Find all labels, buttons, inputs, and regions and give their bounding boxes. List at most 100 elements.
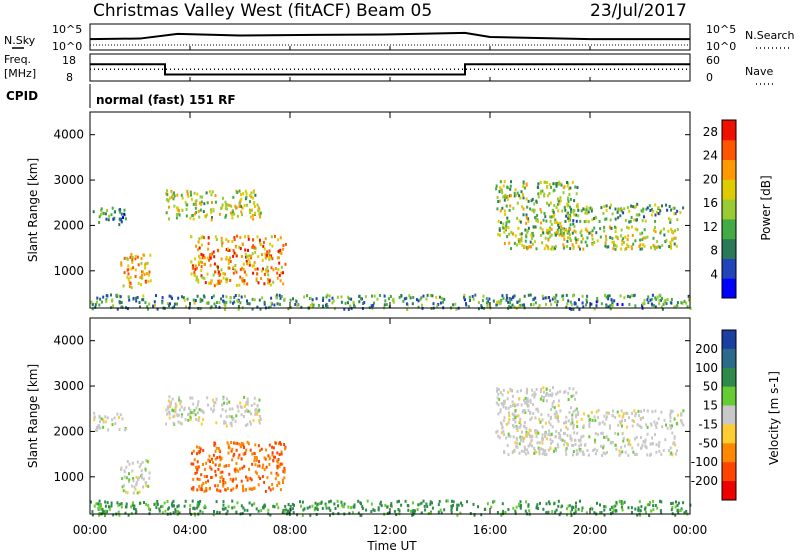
echo-cell: [312, 303, 315, 307]
echo-cell: [194, 273, 196, 277]
echo-cell: [361, 507, 364, 510]
echo-cell: [496, 511, 499, 514]
echo-cell: [574, 302, 577, 306]
echo-cell: [229, 279, 232, 282]
echo-cell: [521, 205, 524, 209]
echo-cell: [273, 234, 276, 238]
echo-cell: [549, 447, 552, 450]
echo-cell: [340, 500, 343, 504]
echo-cell: [229, 300, 232, 304]
echo-cell: [527, 217, 530, 221]
echo-cell: [180, 422, 183, 426]
echo-cell: [667, 449, 670, 453]
echo-cell: [108, 508, 111, 512]
echo-cell: [615, 447, 618, 451]
echo-cell: [404, 499, 407, 503]
echo-cell: [550, 223, 553, 226]
echo-cell: [497, 388, 500, 392]
echo-cell: [585, 303, 588, 307]
echo-cell: [132, 477, 135, 480]
x-tick-label: 00:00: [673, 523, 708, 537]
echo-cell: [676, 508, 679, 512]
echo-cell: [577, 245, 580, 249]
echo-cell: [628, 439, 630, 443]
echo-cell: [505, 436, 508, 440]
echo-cell: [107, 505, 110, 509]
echo-cell: [510, 297, 513, 301]
echo-cell: [550, 408, 553, 411]
echo-cell: [145, 272, 148, 276]
echo-cell: [353, 305, 356, 309]
echo-cell: [214, 270, 217, 274]
echo-cell: [279, 462, 282, 466]
echo-cell: [498, 228, 501, 232]
echo-cell: [563, 229, 566, 233]
echo-cell: [603, 229, 606, 233]
echo-cell: [387, 511, 390, 515]
echo-cell: [200, 243, 203, 247]
echo-cell: [129, 276, 132, 279]
echo-cell: [416, 298, 418, 302]
echo-cell: [518, 305, 521, 309]
echo-cell: [195, 244, 197, 248]
echo-cell: [626, 412, 629, 416]
echo-cell: [543, 192, 546, 196]
echo-cell: [606, 411, 609, 415]
echo-cell: [669, 218, 672, 222]
echo-cell: [223, 401, 226, 405]
echo-cell: [638, 500, 641, 504]
power-colorbar-tick: 28: [703, 125, 718, 139]
echo-cell: [106, 294, 109, 298]
echo-cell: [585, 205, 588, 209]
echo-cell: [545, 296, 548, 300]
echo-cell: [400, 503, 403, 507]
echo-cell: [628, 302, 631, 306]
echo-cell: [569, 422, 572, 426]
echo-cell: [208, 487, 211, 491]
echo-cell: [530, 199, 533, 203]
echo-cell: [608, 411, 610, 415]
echo-cell: [272, 280, 275, 284]
echo-cell: [110, 501, 113, 505]
echo-cell: [613, 240, 615, 244]
echo-region: [92, 206, 127, 227]
echo-cell: [120, 261, 123, 265]
echo-cell: [515, 414, 518, 418]
echo-cell: [254, 463, 257, 467]
echo-cell: [609, 508, 612, 512]
echo-cell: [554, 300, 557, 304]
echo-cell: [659, 499, 661, 503]
echo-cell: [393, 509, 396, 513]
echo-cell: [561, 504, 564, 508]
echo-cell: [256, 267, 259, 271]
echo-cell: [120, 220, 123, 224]
echo-cell: [562, 232, 565, 235]
echo-cell: [657, 417, 660, 421]
echo-cell: [196, 445, 198, 449]
echo-cell: [628, 416, 631, 420]
echo-cell: [260, 277, 262, 280]
echo-cell: [350, 506, 352, 510]
echo-cell: [227, 249, 230, 252]
echo-cell: [651, 207, 653, 211]
echo-cell: [296, 303, 299, 307]
echo-cell: [373, 301, 375, 305]
echo-cell: [185, 214, 188, 218]
echo-cell: [127, 480, 130, 484]
echo-cell: [611, 212, 614, 216]
echo-cell: [176, 206, 179, 210]
echo-cell: [216, 248, 219, 252]
echo-cell: [553, 412, 556, 416]
echo-cell: [525, 216, 528, 220]
echo-cell: [629, 219, 632, 223]
echo-cell: [166, 189, 169, 193]
echo-cell: [612, 508, 615, 512]
echo-cell: [268, 256, 271, 260]
echo-cell: [575, 391, 578, 395]
echo-cell: [177, 413, 180, 417]
echo-cell: [220, 475, 223, 479]
velocity-colorbar-segment: [722, 367, 736, 388]
echo-cell: [262, 244, 265, 248]
echo-cell: [529, 240, 532, 244]
echo-cell: [531, 444, 534, 448]
